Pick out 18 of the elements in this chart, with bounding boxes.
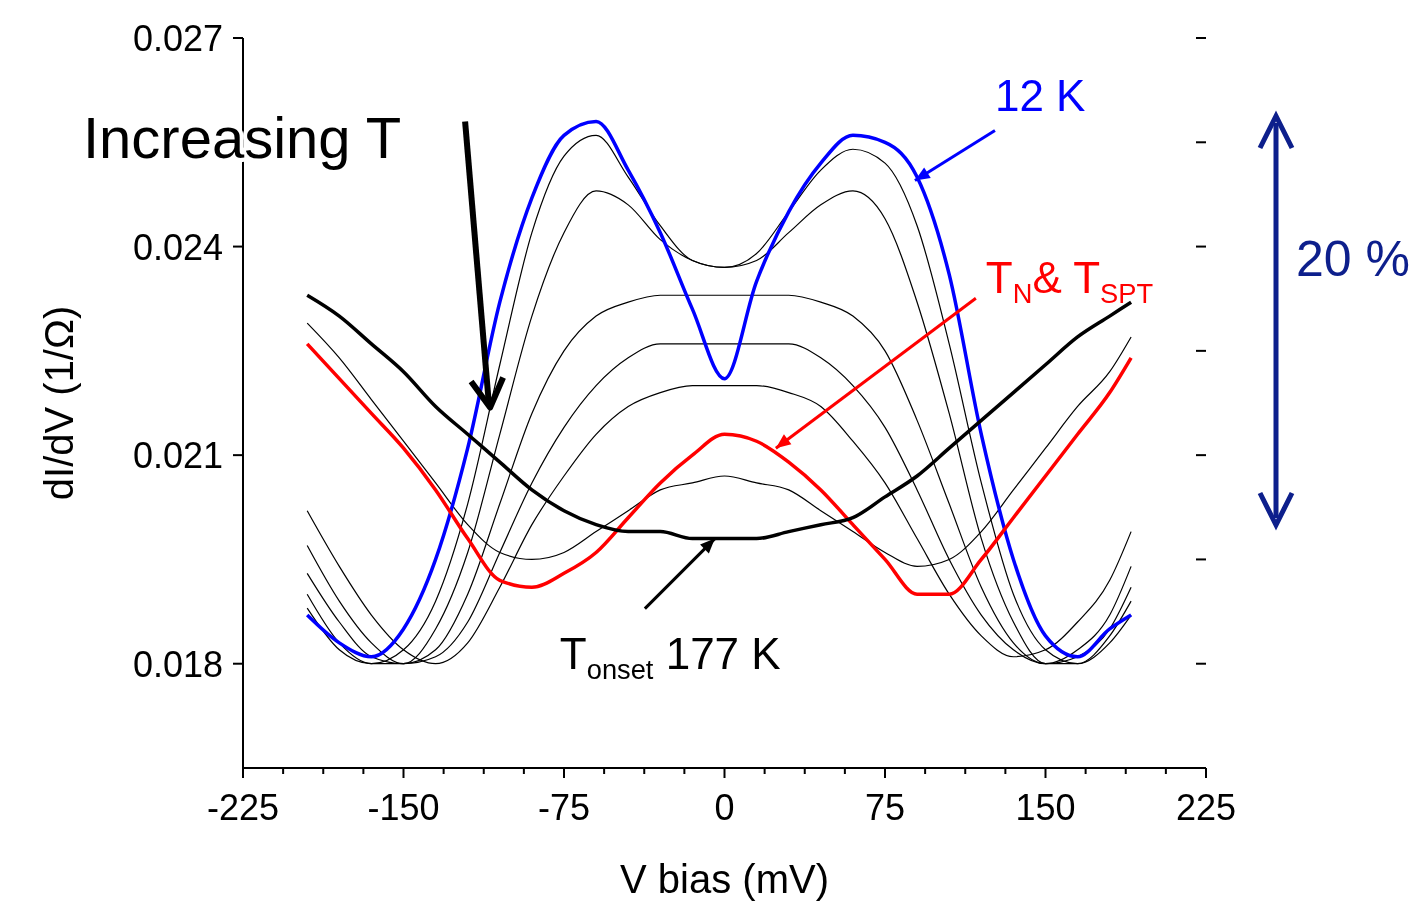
x-tick-label: 75 [864, 787, 906, 828]
annotation: 12 K [994, 70, 1086, 120]
x-tick-label: 0 [714, 787, 735, 828]
y-tick-label: 0.018 [132, 643, 223, 685]
y-axis-title: dI/dV (1/Ω) [37, 305, 81, 501]
x-tick-label: 150 [1015, 787, 1076, 828]
annotation: T$_{N}$& T$_{SPT}$ [985, 253, 1154, 310]
y-tick-label: 0.021 [132, 435, 223, 477]
y-tick-label: 0.024 [132, 226, 223, 268]
text: 20 % [1296, 231, 1410, 287]
x-tick-label: -150 [367, 787, 440, 828]
x-axis-title: V bias (mV) [620, 857, 829, 901]
line-series [305, 342, 1133, 596]
y-tick-label: 0.027 [132, 18, 223, 59]
x-tick-label: 225 [1175, 787, 1237, 828]
annotation: T$_{onset}$ 177 K [559, 628, 781, 685]
x-tick-label: -225 [206, 787, 280, 828]
x-tick-label: -75 [537, 787, 591, 828]
